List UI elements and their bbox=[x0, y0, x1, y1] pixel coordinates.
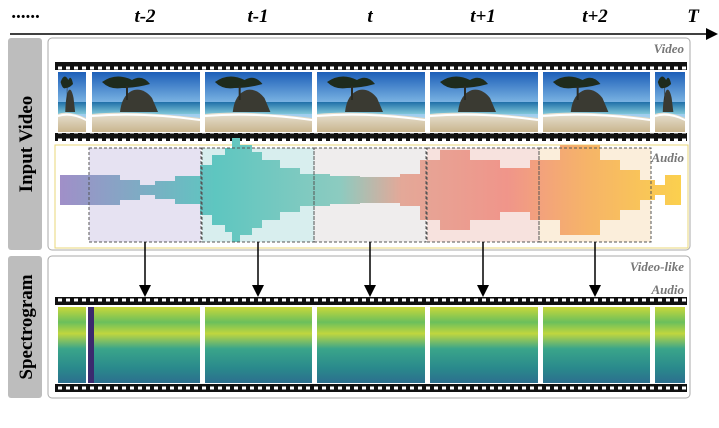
spectrogram-frame bbox=[58, 307, 86, 383]
spectrogram-label: Audio bbox=[650, 282, 684, 297]
waveform bbox=[60, 138, 681, 242]
time-end-label: T bbox=[687, 6, 700, 27]
spectrogram-frame bbox=[430, 307, 538, 383]
video-frame bbox=[655, 72, 685, 132]
video-frame bbox=[205, 72, 312, 132]
spectrogram-frame bbox=[205, 307, 312, 383]
side-tab bbox=[8, 256, 42, 398]
video-frame bbox=[317, 72, 425, 132]
spectrogram-frame bbox=[655, 307, 685, 383]
timeline-dots: ...... bbox=[12, 2, 41, 23]
spectrogram-frame bbox=[92, 307, 200, 383]
video-frame bbox=[430, 72, 538, 132]
time-label: t-2 bbox=[134, 6, 156, 27]
video-frame bbox=[92, 72, 200, 132]
film-strip bbox=[55, 384, 687, 392]
film-strip bbox=[55, 297, 687, 305]
time-label: t+1 bbox=[470, 6, 496, 27]
time-label: t-1 bbox=[247, 6, 268, 27]
video-label: Video bbox=[654, 41, 685, 56]
spectrogram-frame bbox=[317, 307, 425, 383]
side-tab bbox=[8, 38, 42, 250]
film-strip bbox=[55, 62, 687, 70]
video-frame bbox=[58, 72, 86, 132]
side-label: Spectrogram bbox=[16, 274, 37, 379]
spectrogram-label: Video-like bbox=[630, 259, 684, 274]
side-label: Input Video bbox=[16, 96, 37, 193]
spectrogram-frame bbox=[543, 307, 650, 383]
spectrogram-edge bbox=[88, 307, 94, 383]
time-label: t bbox=[367, 6, 373, 27]
film-strip bbox=[55, 133, 687, 141]
audio-label: Audio bbox=[650, 150, 684, 165]
video-frame bbox=[543, 72, 650, 132]
time-label: t+2 bbox=[582, 6, 608, 27]
